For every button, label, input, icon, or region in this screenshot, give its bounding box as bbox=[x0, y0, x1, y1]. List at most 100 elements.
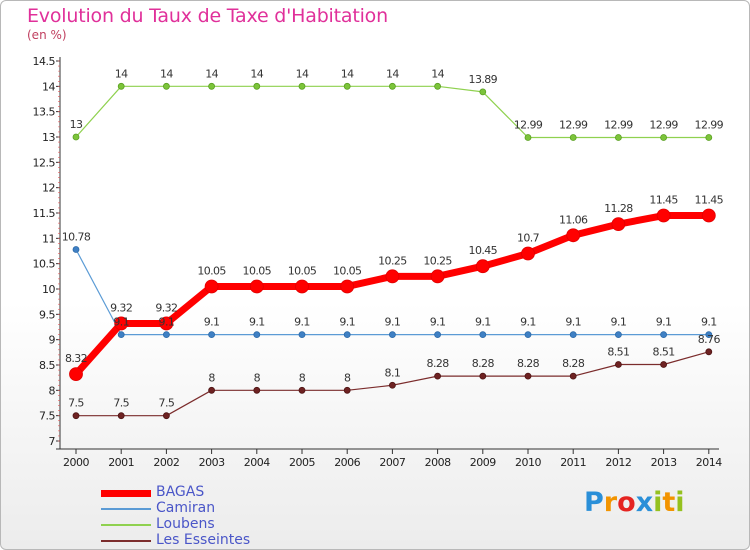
data-label: 9.1 bbox=[611, 316, 627, 329]
data-label: 12.99 bbox=[514, 119, 543, 132]
data-label: 9.1 bbox=[565, 316, 581, 329]
chart-unit-label: (en %) bbox=[27, 28, 67, 42]
data-point bbox=[615, 331, 622, 339]
data-point bbox=[72, 133, 80, 141]
legend-item: Loubens bbox=[101, 516, 301, 533]
data-label: 11.45 bbox=[695, 194, 724, 207]
data-label: 12.99 bbox=[604, 119, 633, 132]
x-tick-label: 2008 bbox=[425, 456, 451, 469]
data-point bbox=[208, 386, 216, 394]
data-label: 14 bbox=[205, 67, 218, 80]
data-label: 12.99 bbox=[559, 119, 588, 132]
data-label: 13 bbox=[70, 118, 83, 131]
data-point bbox=[72, 246, 80, 253]
data-point bbox=[249, 279, 264, 294]
data-label: 8.28 bbox=[472, 357, 495, 370]
data-label: 8.28 bbox=[517, 357, 540, 370]
y-tick-label: 10 bbox=[42, 283, 55, 296]
x-tick-label: 2011 bbox=[560, 456, 586, 469]
data-label: 9.1 bbox=[339, 316, 355, 329]
logo-letter: r bbox=[603, 487, 618, 518]
data-point bbox=[434, 82, 442, 90]
data-point bbox=[204, 279, 219, 294]
data-point bbox=[388, 381, 396, 389]
legend-label: BAGAS bbox=[156, 484, 205, 500]
data-point bbox=[430, 269, 445, 284]
x-tick-label: 2003 bbox=[199, 456, 225, 469]
data-point bbox=[253, 331, 261, 339]
data-point bbox=[343, 82, 351, 90]
logo-letter: i bbox=[675, 487, 685, 518]
y-tick-label: 12 bbox=[42, 182, 55, 195]
data-label: 10.7 bbox=[517, 232, 540, 245]
y-tick-label: 9.5 bbox=[39, 308, 55, 321]
data-point bbox=[298, 331, 306, 339]
data-label: 10.78 bbox=[62, 230, 91, 243]
data-label: 9.1 bbox=[113, 316, 129, 329]
data-point bbox=[524, 331, 532, 339]
data-point bbox=[162, 412, 170, 420]
data-point bbox=[701, 208, 716, 223]
data-point bbox=[615, 361, 622, 368]
data-label: 13.89 bbox=[469, 73, 498, 86]
data-point bbox=[340, 279, 355, 294]
data-point bbox=[479, 331, 487, 339]
legend-swatch bbox=[101, 540, 151, 542]
x-tick-label: 2004 bbox=[244, 456, 270, 469]
data-label: 8 bbox=[254, 371, 261, 384]
data-point bbox=[705, 331, 713, 339]
y-tick-label: 7.5 bbox=[39, 410, 55, 423]
data-point bbox=[159, 316, 174, 331]
data-label: 9.1 bbox=[656, 316, 672, 329]
data-point bbox=[611, 217, 626, 232]
data-label: 10.05 bbox=[243, 264, 272, 277]
data-point bbox=[208, 82, 216, 90]
data-label: 14 bbox=[386, 67, 399, 80]
data-point bbox=[343, 331, 351, 339]
data-label: 14 bbox=[250, 67, 263, 80]
data-point bbox=[705, 348, 713, 356]
chart-title: Evolution du Taux de Taxe d'Habitation bbox=[27, 5, 388, 27]
data-label: 14 bbox=[341, 67, 354, 80]
x-tick-label: 2005 bbox=[289, 456, 315, 469]
data-label: 10.25 bbox=[378, 254, 407, 267]
data-point bbox=[117, 331, 125, 339]
data-label: 7.5 bbox=[113, 397, 129, 410]
y-tick-label: 14.5 bbox=[33, 55, 56, 68]
data-label: 9.1 bbox=[520, 316, 536, 329]
data-label: 9.32 bbox=[155, 301, 177, 314]
data-point bbox=[72, 412, 80, 420]
data-label: 9.1 bbox=[294, 316, 310, 329]
x-tick-label: 2000 bbox=[63, 456, 89, 469]
legend-item: BAGAS bbox=[101, 484, 301, 501]
data-point bbox=[208, 331, 216, 339]
data-label: 8.51 bbox=[653, 345, 675, 358]
data-label: 8.51 bbox=[607, 345, 629, 358]
data-point bbox=[117, 82, 125, 90]
data-point bbox=[114, 316, 129, 331]
data-point bbox=[253, 82, 261, 90]
data-label: 12.99 bbox=[695, 119, 724, 132]
data-label: 14 bbox=[115, 67, 128, 80]
data-label: 8 bbox=[299, 371, 306, 384]
x-tick-label: 2010 bbox=[515, 456, 541, 469]
logo-letter: P bbox=[584, 487, 604, 518]
legend-item: Les Esseintes bbox=[101, 532, 301, 549]
data-point bbox=[524, 372, 532, 380]
data-label: 10.25 bbox=[423, 254, 452, 267]
data-point bbox=[569, 372, 577, 380]
y-tick-label: 14 bbox=[42, 80, 55, 93]
data-point bbox=[434, 372, 442, 380]
x-tick-label: 2002 bbox=[153, 456, 179, 469]
data-point bbox=[162, 82, 170, 90]
data-point bbox=[343, 386, 351, 394]
x-tick-label: 2009 bbox=[470, 456, 496, 469]
data-point bbox=[388, 82, 396, 90]
data-point bbox=[69, 367, 83, 382]
data-label: 10.05 bbox=[197, 264, 226, 277]
data-point bbox=[479, 88, 487, 96]
y-tick-label: 11 bbox=[42, 232, 55, 245]
data-label: 12.99 bbox=[649, 119, 678, 132]
data-point bbox=[162, 331, 170, 339]
